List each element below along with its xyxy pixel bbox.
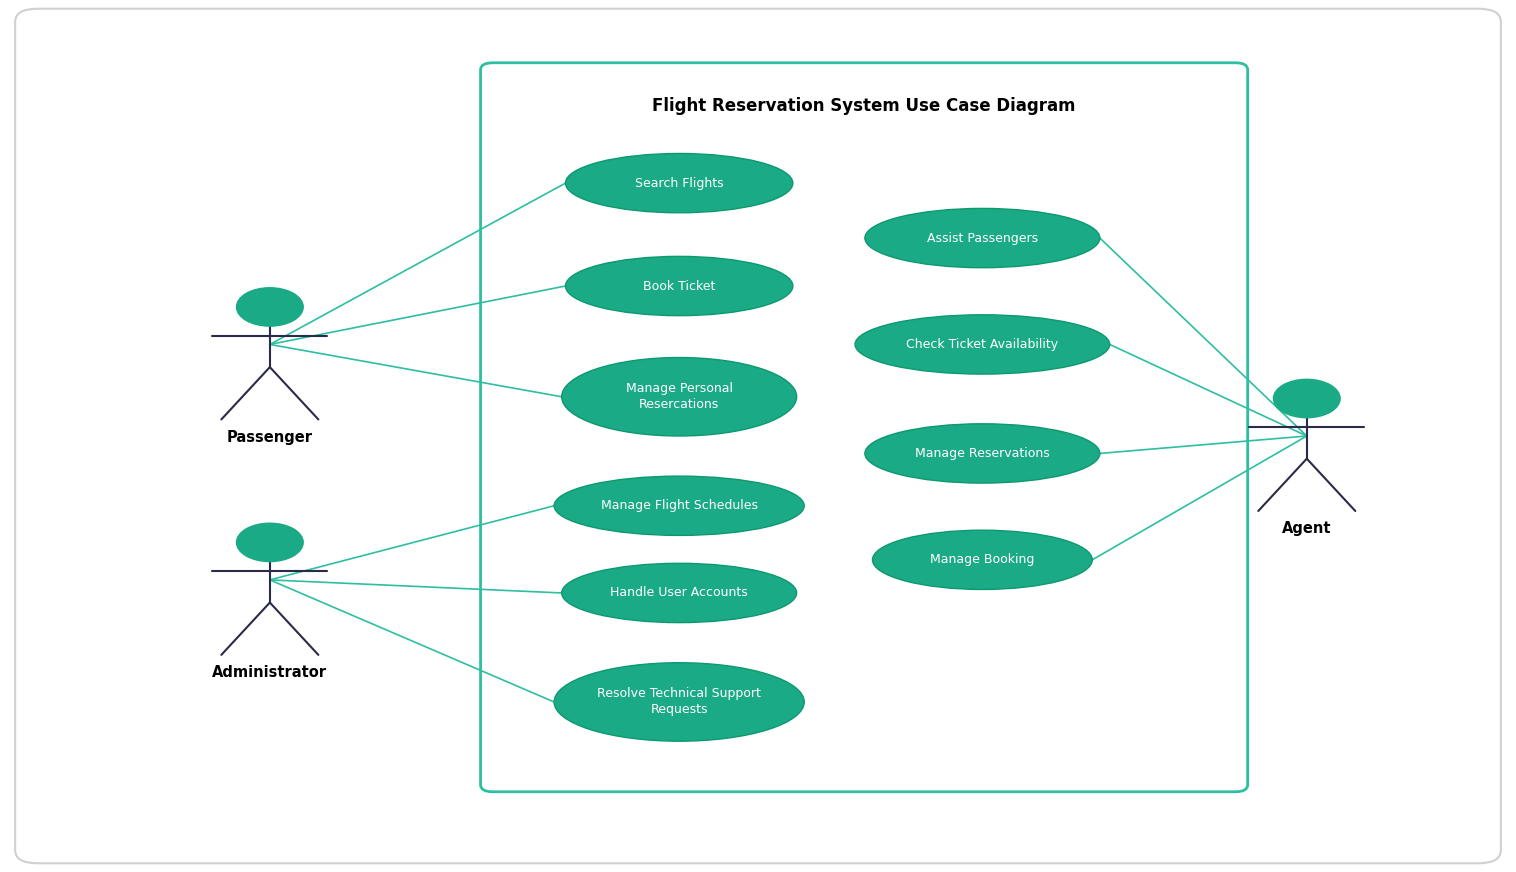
Ellipse shape bbox=[565, 256, 793, 316]
Text: Passenger: Passenger bbox=[227, 430, 312, 445]
Text: Manage Personal
Resercations: Manage Personal Resercations bbox=[626, 382, 732, 412]
Ellipse shape bbox=[565, 153, 793, 213]
Ellipse shape bbox=[236, 288, 303, 326]
Ellipse shape bbox=[855, 315, 1110, 374]
Text: Agent: Agent bbox=[1283, 521, 1331, 536]
Ellipse shape bbox=[864, 424, 1099, 483]
Text: Administrator: Administrator bbox=[212, 665, 327, 680]
Ellipse shape bbox=[553, 663, 803, 741]
Text: Book Ticket: Book Ticket bbox=[643, 280, 716, 292]
Ellipse shape bbox=[553, 476, 803, 535]
Text: Resolve Technical Support
Requests: Resolve Technical Support Requests bbox=[597, 687, 761, 717]
Ellipse shape bbox=[873, 530, 1093, 589]
FancyBboxPatch shape bbox=[481, 63, 1248, 792]
Ellipse shape bbox=[236, 523, 303, 562]
Text: Search Flights: Search Flights bbox=[635, 177, 723, 189]
Text: Handle User Accounts: Handle User Accounts bbox=[611, 587, 747, 599]
Ellipse shape bbox=[561, 358, 797, 436]
Ellipse shape bbox=[1273, 379, 1340, 418]
Text: Manage Booking: Manage Booking bbox=[931, 554, 1034, 566]
Text: Manage Reservations: Manage Reservations bbox=[916, 447, 1049, 460]
Ellipse shape bbox=[864, 208, 1099, 268]
Text: Check Ticket Availability: Check Ticket Availability bbox=[907, 338, 1058, 351]
FancyBboxPatch shape bbox=[15, 9, 1501, 863]
Text: Flight Reservation System Use Case Diagram: Flight Reservation System Use Case Diagr… bbox=[652, 98, 1076, 115]
Text: Manage Flight Schedules: Manage Flight Schedules bbox=[600, 500, 758, 512]
Ellipse shape bbox=[561, 563, 797, 623]
Text: Assist Passengers: Assist Passengers bbox=[926, 232, 1038, 244]
